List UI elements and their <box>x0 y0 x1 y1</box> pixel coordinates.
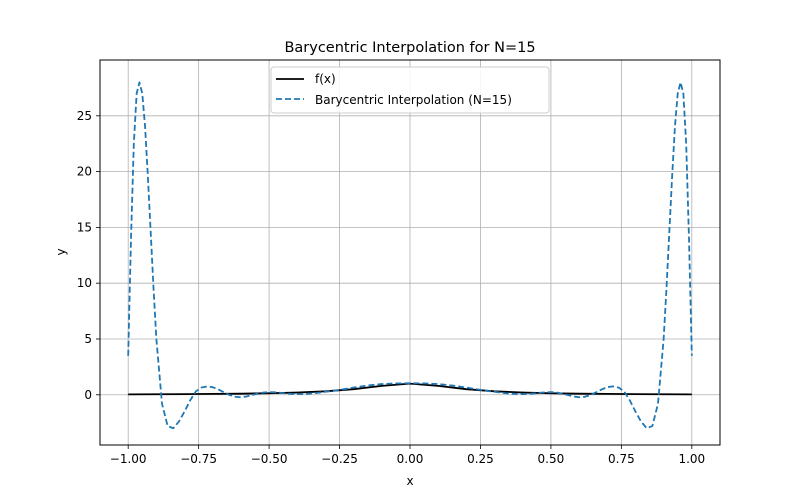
chart-title: Barycentric Interpolation for N=15 <box>284 40 535 56</box>
series-layer <box>127 81 693 430</box>
x-tick-label: 0.75 <box>608 452 635 466</box>
x-tick-label: 0.50 <box>538 452 565 466</box>
legend-label-f: f(x) <box>315 72 336 86</box>
y-tick-label: 0 <box>84 388 92 402</box>
y-tick-label: 10 <box>77 276 92 290</box>
x-tick-label: −0.25 <box>321 452 358 466</box>
legend-label-interp: Barycentric Interpolation (N=15) <box>315 93 512 107</box>
legend-box <box>270 66 550 114</box>
y-tick-label: 20 <box>77 165 92 179</box>
y-tick-label: 15 <box>77 220 92 234</box>
y-tick-label: 25 <box>77 109 92 123</box>
ticks: −1.00 −0.75 −0.50 −0.25 0.00 0.25 0.50 0.75 1.00… <box>77 109 705 466</box>
x-tick-label: 1.00 <box>678 452 705 466</box>
legend: f(x) Barycentric Interpolation (N=15) <box>270 66 550 114</box>
x-tick-label: 0.25 <box>467 452 494 466</box>
x-tick-label: 0.00 <box>397 452 424 466</box>
x-axis-label: x <box>406 474 413 488</box>
x-tick-label: −0.50 <box>251 452 288 466</box>
y-tick-label: 5 <box>84 332 92 346</box>
y-axis-label: y <box>54 248 68 255</box>
x-tick-label: −0.75 <box>180 452 217 466</box>
series-line-barycentric <box>127 81 693 430</box>
x-tick-label: −1.00 <box>110 452 147 466</box>
